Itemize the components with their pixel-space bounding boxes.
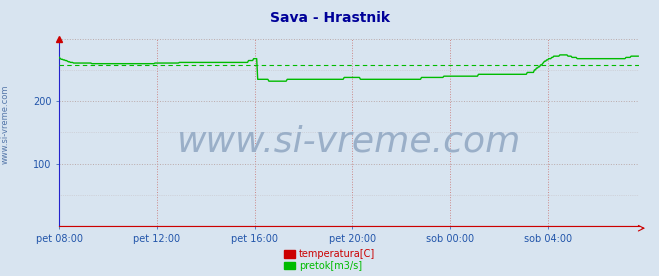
Text: www.si-vreme.com: www.si-vreme.com bbox=[1, 84, 10, 164]
Legend: temperatura[C], pretok[m3/s]: temperatura[C], pretok[m3/s] bbox=[283, 249, 376, 271]
Text: Sava - Hrastnik: Sava - Hrastnik bbox=[270, 11, 389, 25]
Text: www.si-vreme.com: www.si-vreme.com bbox=[177, 125, 521, 159]
